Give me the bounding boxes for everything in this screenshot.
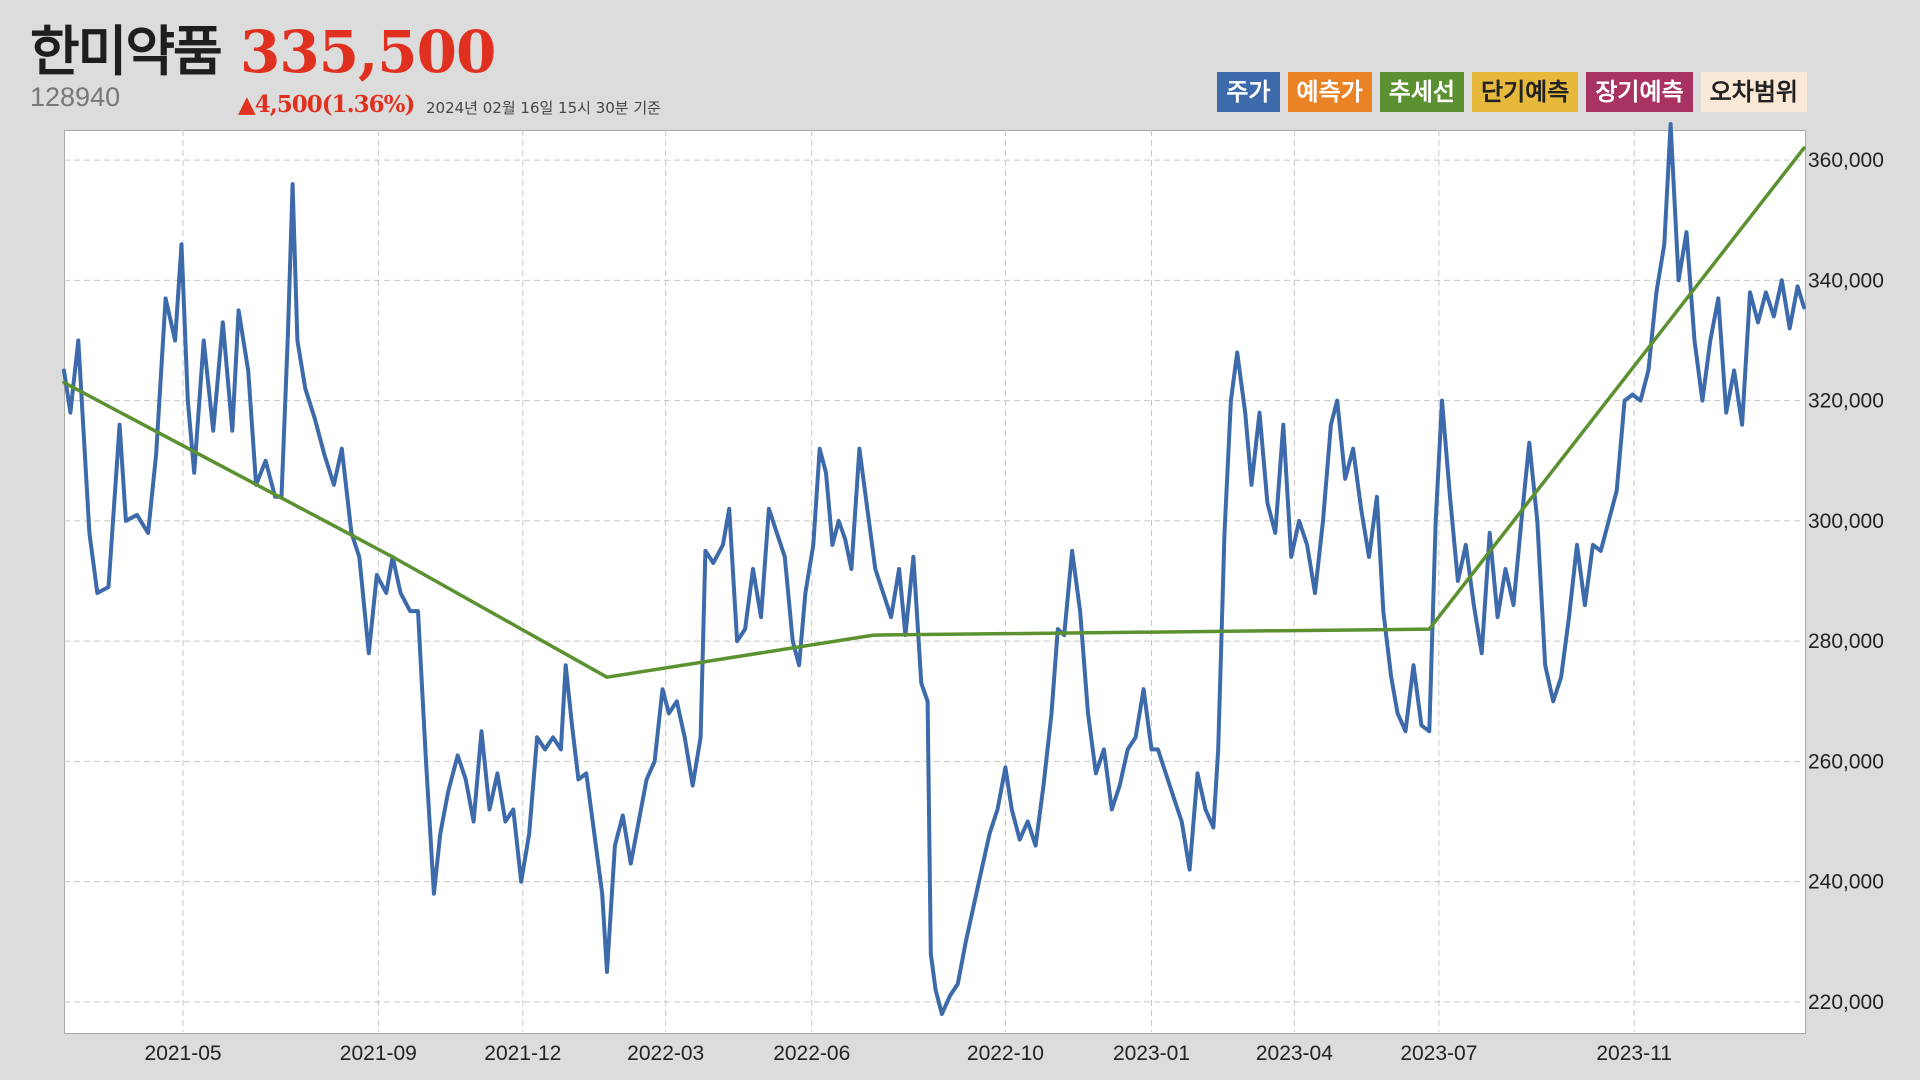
x-tick-label: 2023-01 — [1113, 1042, 1190, 1065]
y-tick-label: 300,000 — [1808, 510, 1884, 533]
stock-code: 128940 — [30, 82, 121, 112]
x-tick-label: 2021-12 — [484, 1042, 561, 1065]
price-change: ▲4,500(1.36%) — [238, 91, 415, 118]
price-series-line — [62, 122, 1806, 1016]
legend-item-error-range[interactable]: 오차범위 — [1700, 72, 1807, 112]
x-tick-label: 2022-06 — [773, 1042, 850, 1065]
legend-item-price[interactable]: 주가 — [1217, 72, 1280, 112]
x-tick-label: 2021-09 — [340, 1042, 417, 1065]
legend-item-short-term[interactable]: 단기예측 — [1472, 72, 1579, 112]
y-tick-label: 240,000 — [1808, 871, 1884, 894]
x-tick-label: 2022-10 — [967, 1042, 1044, 1065]
x-tick-label: 2022-03 — [627, 1042, 704, 1065]
legend-item-trendline[interactable]: 추세선 — [1379, 72, 1465, 112]
x-tick-label: 2023-11 — [1596, 1042, 1672, 1065]
as-of-timestamp: 2024년 02월 16일 15시 30분 기준 — [426, 99, 661, 117]
trendline-series-line — [62, 146, 1806, 679]
y-tick-label: 280,000 — [1808, 630, 1884, 653]
legend-item-long-term[interactable]: 장기예측 — [1586, 72, 1693, 112]
y-tick-label: 260,000 — [1808, 750, 1884, 773]
y-tick-label: 340,000 — [1808, 269, 1884, 292]
current-price: 335,500 — [240, 18, 496, 86]
y-tick-label: 320,000 — [1808, 390, 1884, 413]
legend-item-forecast[interactable]: 예측가 — [1287, 72, 1372, 112]
chart-legend: 주가 예측가 추세선 단기예측 장기예측 오차범위 — [1217, 72, 1807, 112]
y-tick-label: 220,000 — [1808, 991, 1884, 1014]
stock-name: 한미약품 — [30, 20, 223, 83]
x-tick-label: 2021-05 — [145, 1042, 222, 1065]
y-tick-label: 360,000 — [1808, 149, 1884, 172]
x-tick-label: 2023-04 — [1256, 1042, 1333, 1065]
x-tick-label: 2023-07 — [1400, 1042, 1477, 1065]
